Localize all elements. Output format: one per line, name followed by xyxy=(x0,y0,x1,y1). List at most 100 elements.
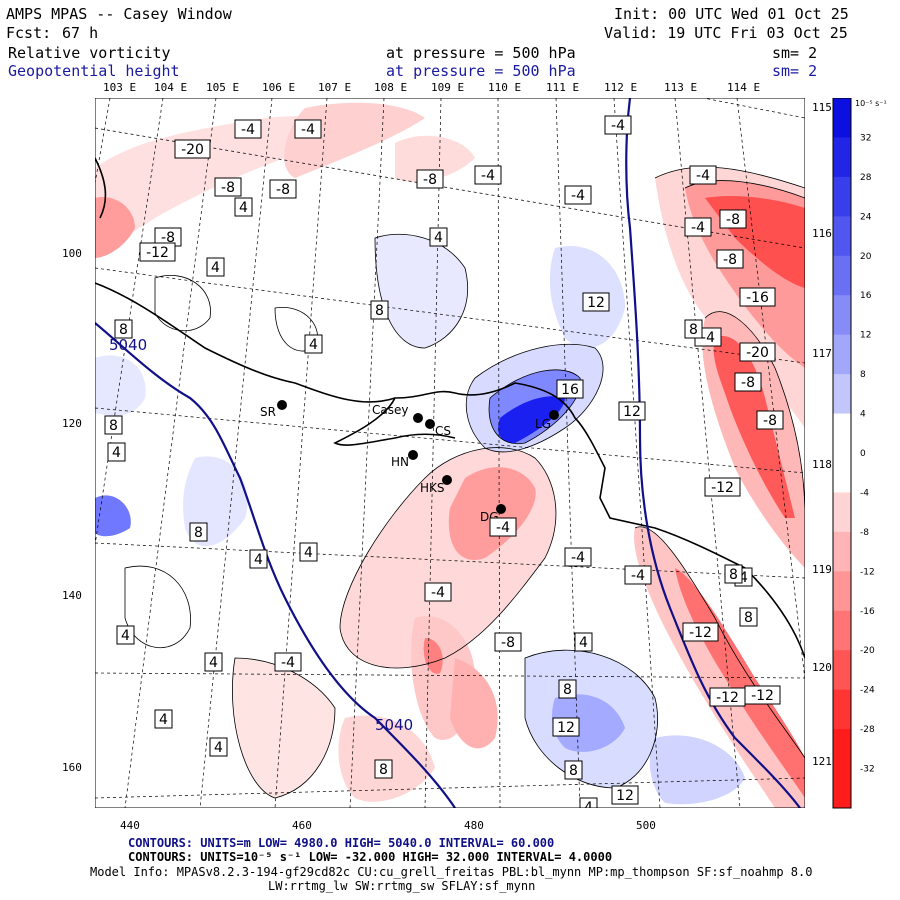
vorticity-label-text: -12 xyxy=(689,625,712,641)
vorticity-label: 4 xyxy=(234,197,253,217)
station-casey-marker xyxy=(413,413,423,423)
vorticity-label: 4 xyxy=(154,709,173,729)
vorticity-label: -4 xyxy=(689,165,717,185)
y-tick-label: 100 xyxy=(62,247,82,260)
y-tick-label: 120 xyxy=(62,417,82,430)
vorticity-label-text: 8 xyxy=(109,418,118,434)
vorticity-label-text: -8 xyxy=(741,375,755,391)
vorticity-label-box xyxy=(304,334,323,354)
vorticity-label-box xyxy=(682,622,719,642)
vorticity-label: 8 xyxy=(739,607,758,627)
vorticity-label-box xyxy=(734,372,762,392)
vorticity-label-text: -4 xyxy=(571,188,585,204)
vorticity-label: -8 xyxy=(269,179,297,199)
vorticity-label-box xyxy=(424,582,452,602)
vorticity-label: -8 xyxy=(494,632,522,652)
station-hn-marker xyxy=(408,450,418,460)
height-label: 5040 xyxy=(375,716,413,734)
vorticity-label-box xyxy=(574,632,593,652)
vorticity-label-box xyxy=(294,119,322,139)
footer-model-info: Model Info: MPASv8.2.3-194-gf29cd82c CU:… xyxy=(90,865,813,879)
vorticity-label-text: -8 xyxy=(276,182,290,198)
vorticity-label-box xyxy=(174,139,211,159)
vorticity-label: -12 xyxy=(744,685,781,705)
station-hks-label: HKS xyxy=(420,481,445,495)
vorticity-label: -8 xyxy=(719,209,747,229)
colorbar-block xyxy=(833,453,851,493)
vorticity-label-box xyxy=(154,709,173,729)
station-lg-marker xyxy=(549,410,559,420)
colorbar-ticks: 32 28 24 20 16 12 8 4 0 -4 -8 -12 -16 -20 -24 -28 -32 xyxy=(860,133,875,774)
lon-label: 108 E xyxy=(374,81,408,94)
vorticity-label: 16 xyxy=(556,379,584,399)
colorbar-tick-label: -16 xyxy=(860,607,875,617)
vorticity-label-box xyxy=(579,797,598,808)
station-lg-label: LG xyxy=(535,417,551,431)
colorbar-tick-label: 32 xyxy=(860,133,871,143)
vorticity-label-box xyxy=(564,547,592,567)
vorticity-labels: -4 -4 -4 -4 -4 -4 -4 -4 -4 -4 -4 -4 -4 -8 -8 -8 -8 -8 -8 -8… xyxy=(104,115,784,808)
colorbar-tick-label: 28 xyxy=(860,173,872,183)
vorticity-label-text: -4 xyxy=(431,585,445,601)
colorbar-tick-label: 4 xyxy=(860,410,866,420)
vorticity-label: -4 xyxy=(474,165,502,185)
station-dg-marker xyxy=(496,504,506,514)
colorbar-block xyxy=(833,374,851,415)
vorticity-label: 8 xyxy=(564,760,583,780)
vorticity-label-text: 4 xyxy=(121,628,130,644)
model-title: AMPS MPAS -- Casey Window xyxy=(6,5,232,23)
colorbar-tick-label: 8 xyxy=(860,370,866,380)
vorticity-label-box xyxy=(234,119,262,139)
colorbar-unit: 10⁻⁵ s⁻¹ xyxy=(855,99,887,108)
lon-label: 107 E xyxy=(318,81,352,94)
vorticity-label-text: -12 xyxy=(146,245,169,261)
vorticity-label-text: 8 xyxy=(119,322,128,338)
vorticity-label: -8 xyxy=(416,169,444,189)
lon-label: 109 E xyxy=(431,81,465,94)
vorticity-label-text: -20 xyxy=(181,142,204,158)
vorticity-label-text: -16 xyxy=(746,290,769,306)
vorticity-label-text: -12 xyxy=(751,688,774,704)
vorticity-label: -12 xyxy=(139,242,176,262)
colorbar-tick-label: 12 xyxy=(860,331,871,341)
x-tick-label: 440 xyxy=(120,819,140,832)
vorticity-label-text: -12 xyxy=(711,480,734,496)
vorticity-label-box xyxy=(370,300,389,320)
colorbar-block xyxy=(833,768,851,809)
vorticity-label-text: -8 xyxy=(501,635,515,651)
station-labels: SR Casey CS HN HKS DG LG xyxy=(260,403,551,524)
vorticity-label-box xyxy=(374,759,393,779)
vorticity-label: 8 xyxy=(374,759,393,779)
vorticity-label: 4 xyxy=(116,625,135,645)
vorticity-label-box xyxy=(429,227,448,247)
field1-name: Relative vorticity xyxy=(8,44,171,62)
colorbar-tick-label: 16 xyxy=(860,291,872,301)
vorticity-label-text: -4 xyxy=(281,655,295,671)
vorticity-contours xyxy=(124,166,805,799)
station-cs-label: CS xyxy=(435,424,451,438)
geopotential-height-contours xyxy=(95,98,801,808)
vorticity-label: 4 xyxy=(579,797,598,808)
vorticity-label-box xyxy=(604,115,632,135)
vorticity-label: 8 xyxy=(684,319,703,339)
vorticity-label-box xyxy=(684,319,703,339)
station-hn-label: HN xyxy=(391,455,409,469)
colorbar-block xyxy=(833,689,851,730)
vorticity-label: 4 xyxy=(249,549,268,569)
vorticity-label-box xyxy=(739,607,758,627)
vorticity-label: -4 xyxy=(624,565,652,585)
vorticity-label: 4 xyxy=(206,257,225,277)
vorticity-label: -8 xyxy=(756,410,784,430)
field1-level: at pressure = 500 hPa xyxy=(386,44,576,62)
colorbar-tick-label: -4 xyxy=(860,488,869,498)
field1-smooth: sm= 2 xyxy=(772,44,818,62)
vorticity-label: -4 xyxy=(294,119,322,139)
vorticity-label-box xyxy=(299,542,318,562)
vorticity-label-box xyxy=(704,477,741,497)
vorticity-label: 8 xyxy=(370,300,389,320)
map-plot: SR Casey CS HN HKS DG LG 5040 5040 -4 -4-… xyxy=(95,98,805,808)
vorticity-label-text: 12 xyxy=(623,404,641,420)
init-time: Init: 00 UTC Wed 01 Oct 25 xyxy=(614,5,849,23)
forecast-label: Fcst: xyxy=(6,24,52,42)
vorticity-label-text: 8 xyxy=(379,762,388,778)
